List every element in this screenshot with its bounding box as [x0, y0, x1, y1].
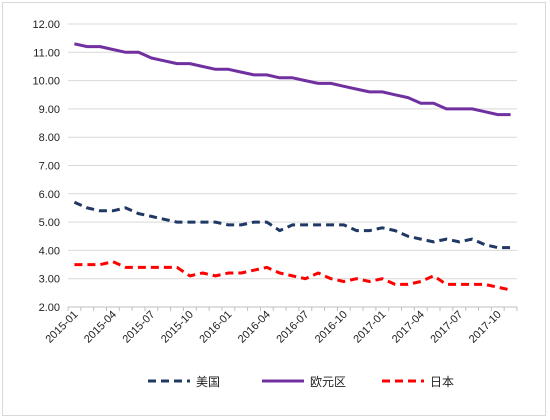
x-tick-label: 2017-04 [390, 309, 427, 346]
y-tick-label: 9.00 [39, 104, 60, 116]
x-tick-label: 2016-07 [274, 309, 311, 346]
x-tick-label: 2016-04 [236, 309, 273, 346]
legend-label: 美国 [196, 375, 220, 389]
x-tick-label: 2015-04 [82, 309, 119, 346]
y-tick-label: 3.00 [39, 274, 60, 286]
y-tick-label: 2.00 [39, 302, 60, 314]
series-line-1 [74, 42, 511, 117]
y-tick-label: 10.00 [32, 76, 60, 88]
y-tick-label: 8.00 [39, 132, 60, 144]
x-tick-label: 2015-10 [159, 309, 196, 346]
series-line-0 [73, 200, 511, 250]
y-tick-label: 5.00 [39, 217, 60, 229]
x-tick-label: 2015-07 [120, 309, 157, 346]
x-tick-label: 2017-01 [351, 309, 388, 346]
y-tick-label: 11.00 [33, 47, 60, 59]
series-line-2 [74, 260, 511, 292]
x-tick-label: 2016-10 [313, 309, 350, 346]
y-tick-label: 6.00 [39, 189, 60, 201]
y-tick-label: 7.00 [39, 161, 60, 173]
y-tick-label: 12.00 [32, 19, 60, 31]
y-tick-label: 4.00 [39, 245, 60, 257]
x-tick-label: 2016-01 [197, 309, 234, 346]
x-tick-label: 2017-07 [428, 309, 465, 346]
x-tick-label: 2017-10 [467, 309, 504, 346]
legend-label: 欧元区 [310, 375, 346, 389]
x-tick-label: 2015-01 [44, 309, 81, 346]
legend-label: 日本 [430, 375, 454, 389]
